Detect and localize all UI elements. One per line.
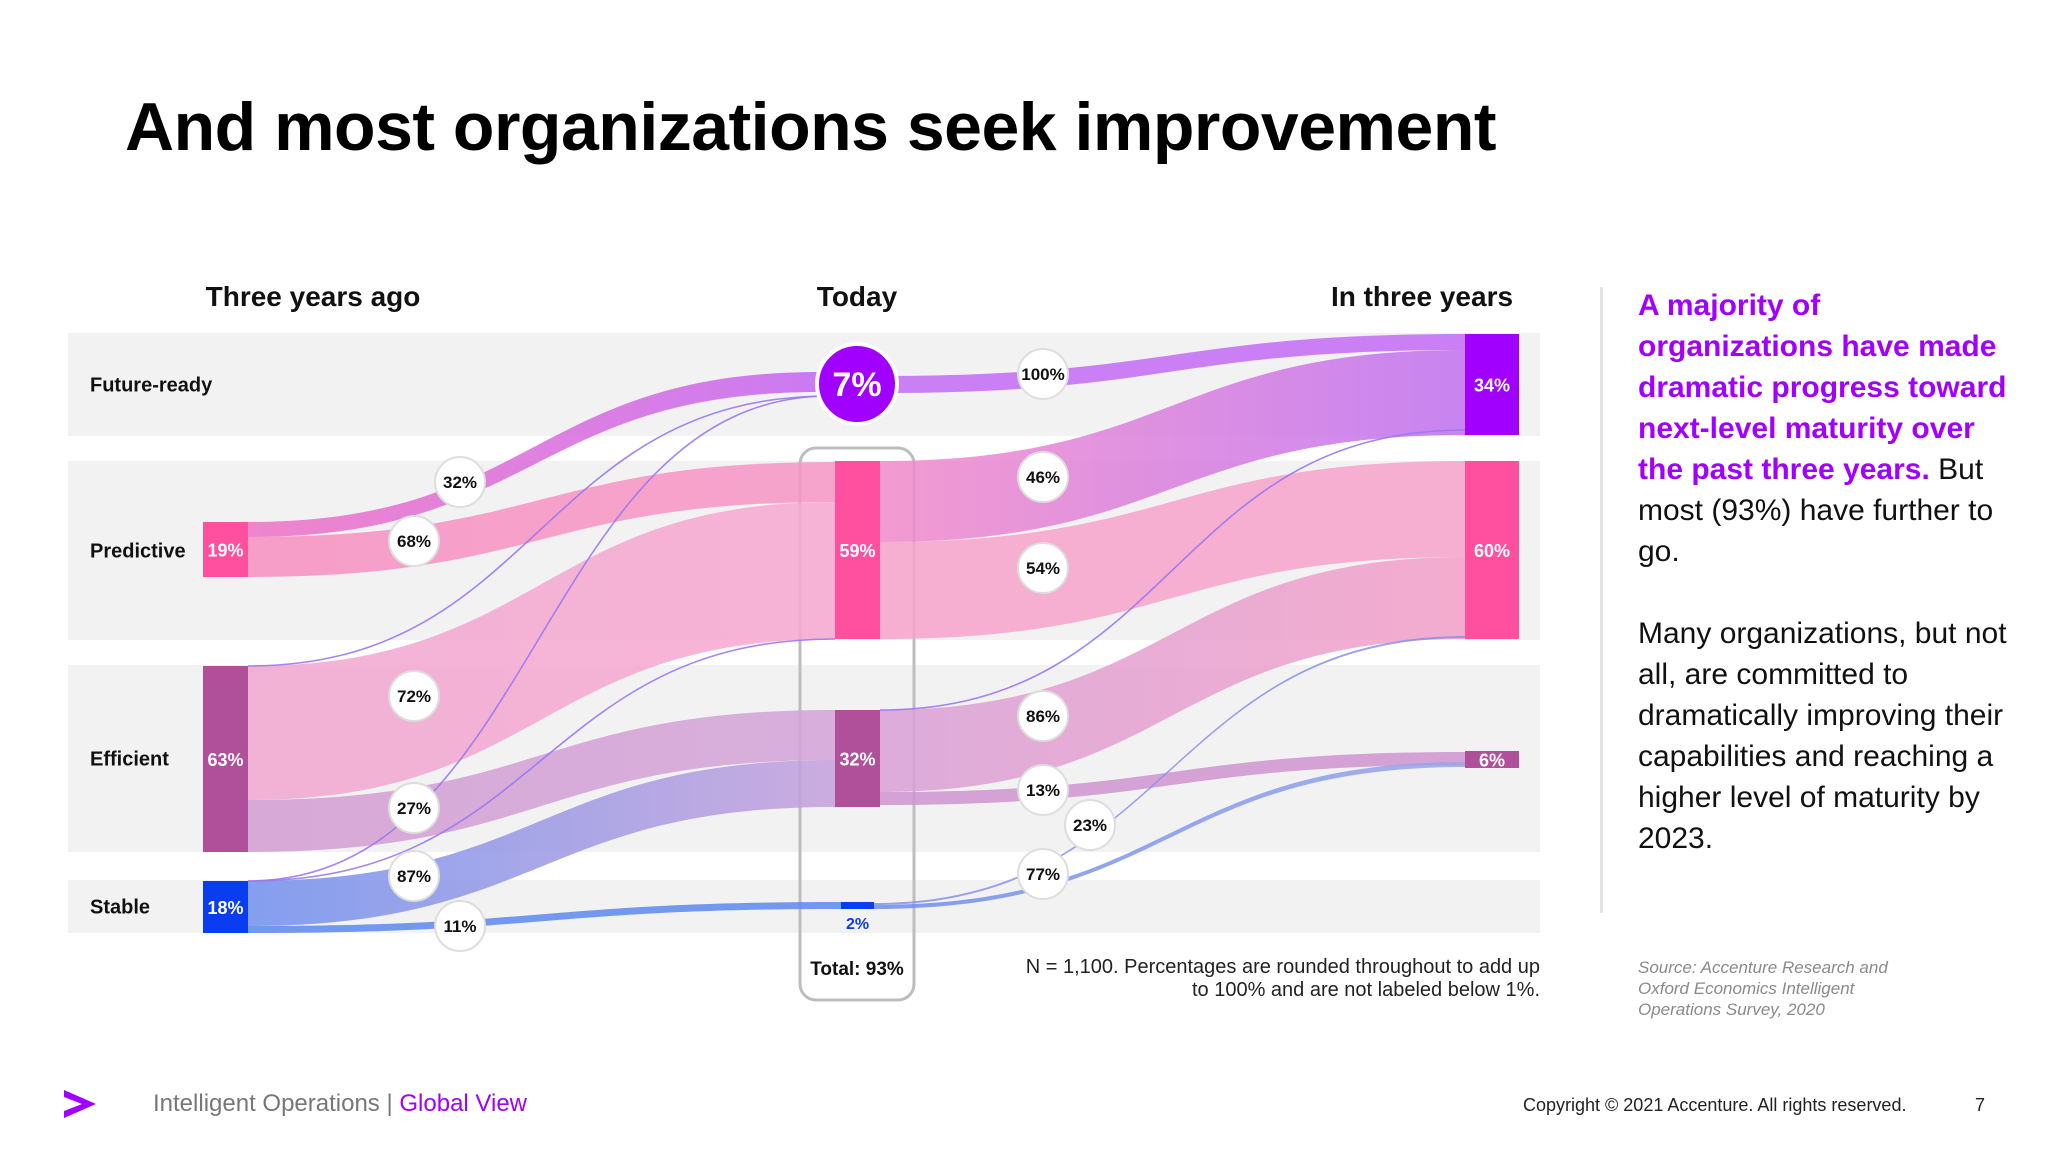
level-label: Future-ready — [90, 375, 213, 397]
flow-label: 11% — [443, 917, 476, 936]
node-label: 2% — [846, 916, 869, 933]
flow-label-bubble — [434, 900, 486, 952]
flow-label: 72% — [397, 687, 431, 706]
flow-label: 32% — [443, 473, 477, 492]
node-label: 7% — [832, 366, 881, 404]
footer-highlight: Global View — [399, 1090, 528, 1117]
thin-flow — [247, 395, 831, 667]
flow-band — [248, 902, 841, 933]
node-bar — [1465, 334, 1519, 435]
node-bar — [841, 902, 874, 909]
flow-label: 87% — [397, 867, 431, 886]
flow-label: 77% — [1026, 865, 1060, 884]
panel-highlight-rest: But most (93%) have further to go. — [1638, 453, 1994, 568]
flow-label-bubble — [388, 850, 440, 902]
source-note: Source: Accenture Research and Oxford Ec… — [1638, 958, 1888, 1019]
footer-section: Intelligent Operations | Global View — [153, 1090, 527, 1118]
flow-label-bubble — [1017, 764, 1069, 816]
flow-band — [248, 372, 820, 537]
node-future-ready-today — [815, 342, 899, 426]
flow-label-bubble — [1017, 542, 1069, 594]
flow-label: 100% — [1021, 365, 1064, 384]
page-number: 7 — [1975, 1095, 1986, 1115]
level-label: Stable — [90, 897, 150, 919]
flow-label: 27% — [397, 799, 431, 818]
flow-label: 86% — [1026, 707, 1060, 726]
level-label: Efficient — [90, 749, 169, 771]
flow-label-bubble — [388, 670, 440, 722]
flow-label-bubble — [1017, 690, 1069, 742]
flow-label: 13% — [1026, 781, 1060, 800]
flow-label: 23% — [1073, 816, 1107, 835]
thin-flow — [879, 429, 1466, 711]
total-label: Total: 93% — [810, 959, 904, 980]
flow-label: 46% — [1026, 468, 1060, 487]
flow-band — [248, 502, 835, 800]
node-bar — [1465, 751, 1519, 768]
accenture-logo-icon — [64, 1090, 96, 1118]
node-label: 18% — [207, 898, 243, 918]
node-label: 34% — [1474, 376, 1510, 396]
node-label: 6% — [1479, 751, 1505, 771]
node-label: 59% — [839, 541, 875, 561]
flow-label: 54% — [1026, 559, 1060, 578]
labels: Future-ready Predictive Efficient Stable Thr… — [90, 281, 1513, 980]
flow-label-bubble — [1017, 348, 1069, 400]
flow-band — [874, 762, 1465, 909]
node-label: 60% — [1474, 541, 1510, 561]
column-header: Three years ago — [206, 281, 421, 312]
flow-band — [874, 636, 1465, 905]
column-header: In three years — [1331, 281, 1513, 312]
footer-left-label: Intelligent Operations | — [153, 1090, 400, 1117]
flow-label-bubble — [1064, 799, 1116, 851]
flow-band — [880, 461, 1465, 639]
flow-label-bubble — [434, 456, 486, 508]
level-label: Predictive — [90, 541, 186, 563]
node-bar — [203, 522, 248, 577]
node-bar — [835, 710, 880, 807]
page-title: And most organizations seek improvement — [125, 89, 1497, 165]
thin-flow — [247, 395, 831, 882]
panel-paragraph-2: Many organizations, but not all, are com… — [1638, 617, 2007, 855]
side-panel: A majority of organizations have made dr… — [1638, 285, 2010, 900]
panel-divider — [1600, 287, 1603, 913]
node-label: 19% — [207, 541, 243, 561]
thin-links — [247, 395, 1466, 882]
node-bar — [1465, 461, 1519, 639]
copyright: Copyright © 2021 Accenture. All rights r… — [1523, 1095, 1907, 1115]
thin-flow — [247, 638, 836, 882]
sample-note: N = 1,100. Percentages are rounded throu… — [1025, 956, 1540, 1001]
node-label: 63% — [207, 750, 243, 770]
node-bar — [203, 881, 248, 933]
flow-label-bubble — [388, 515, 440, 567]
sankey-chart: Future-ready Predictive Efficient Stable Thr… — [68, 281, 1540, 1002]
panel-paragraph-1: A majority of organizations have made dr… — [1638, 285, 2010, 572]
column-header: Today — [817, 281, 898, 312]
panel-highlight: A majority of organizations have made dr… — [1638, 289, 2007, 486]
flow-label: 68% — [397, 532, 431, 551]
flow-label-bubble — [1017, 848, 1069, 900]
node-label: 32% — [839, 750, 875, 770]
nodes — [203, 334, 1519, 933]
node-bar — [835, 461, 880, 639]
node-bar — [203, 666, 248, 852]
flow-label-bubble — [388, 782, 440, 834]
flow-label-bubble — [1017, 451, 1069, 503]
